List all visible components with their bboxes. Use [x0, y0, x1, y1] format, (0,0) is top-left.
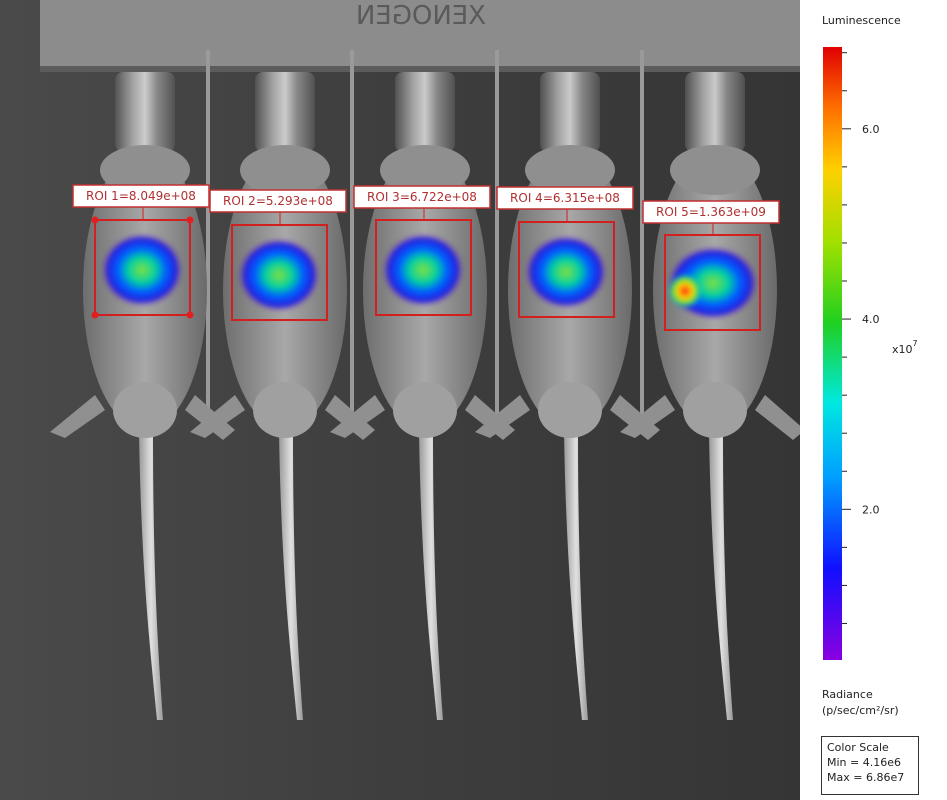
hips [538, 382, 602, 438]
mouse [190, 72, 375, 720]
tick-label: 4.0 [862, 313, 880, 326]
plate-label: XENOGEN [356, 1, 486, 31]
hind-legs [50, 395, 235, 440]
nose-tube [115, 72, 175, 152]
hind-legs [190, 395, 375, 440]
shoulders [100, 145, 190, 195]
roi-label-box [72, 184, 210, 208]
nose-tube [685, 72, 745, 152]
multiplier-exponent: 7 [913, 339, 918, 348]
unit: (p/sec/cm²/sr) [822, 704, 899, 717]
hips [253, 382, 317, 438]
nose-tube [540, 72, 600, 152]
tail [139, 430, 163, 720]
rod [495, 50, 499, 420]
tick-label: 2.0 [862, 503, 880, 516]
colorbar-multiplier: x107 [892, 339, 918, 356]
roi-label: ROI 2=5.293e+08 [223, 194, 333, 208]
signal [102, 234, 182, 306]
rod [350, 50, 354, 420]
roi-handle [91, 216, 99, 224]
hips [393, 382, 457, 438]
roi-box [94, 219, 191, 316]
rod [206, 50, 210, 420]
roi-label-box [353, 185, 491, 209]
hind-legs [475, 395, 660, 440]
colorbar [823, 47, 842, 660]
plate-edge [40, 66, 802, 72]
roi-label-box [496, 186, 634, 210]
hind-legs [330, 395, 515, 440]
signal [383, 234, 463, 306]
colorbar-ticks: 2.0 4.0 6.0 [842, 52, 880, 624]
signal [239, 239, 319, 311]
hind-legs [620, 395, 805, 440]
roi-label: ROI 1=8.049e+08 [86, 189, 196, 203]
colorbar-title: Luminescence [822, 14, 901, 27]
roi-handle [186, 311, 194, 319]
roi-label: ROI 3=6.722e+08 [367, 190, 477, 204]
roi-label-box [209, 189, 347, 213]
tail [709, 430, 733, 720]
shoulders [380, 145, 470, 195]
rois: ROI 1=8.049e+08 ROI 2=5.293e+08 ROI 3=6.72… [72, 184, 780, 331]
roi-box [518, 221, 615, 318]
roi-box [375, 219, 472, 316]
hips [683, 382, 747, 438]
hips [113, 382, 177, 438]
tail [419, 430, 443, 720]
rod [640, 50, 644, 420]
color-scale-box [821, 736, 919, 795]
tail [564, 430, 588, 720]
roi-handle [186, 216, 194, 224]
signal-hot [667, 273, 703, 309]
shoulders [670, 145, 760, 195]
multiplier-base: x10 [892, 343, 913, 356]
color-scale-max: Max = 6.86e7 [827, 771, 904, 784]
tick-label: 6.0 [862, 123, 880, 136]
side-panel [800, 0, 947, 800]
tail [279, 430, 303, 720]
shoulders [240, 145, 330, 195]
shoulders [525, 145, 615, 195]
roi-box [231, 224, 328, 321]
roi-handle [91, 311, 99, 319]
color-scale-title: Color Scale [827, 741, 889, 754]
signal [526, 236, 606, 308]
nose-tube [395, 72, 455, 152]
mice [50, 50, 805, 720]
color-scale-min: Min = 4.16e6 [827, 756, 901, 769]
holder-plate [40, 0, 802, 72]
unit-title: Radiance [822, 688, 873, 701]
mouse [475, 72, 660, 720]
roi-label: ROI 5=1.363e+09 [656, 205, 766, 219]
nose-tube [255, 72, 315, 152]
roi-box [664, 234, 761, 331]
roi-label: ROI 4=6.315e+08 [510, 191, 620, 205]
roi-label-box [642, 200, 780, 224]
